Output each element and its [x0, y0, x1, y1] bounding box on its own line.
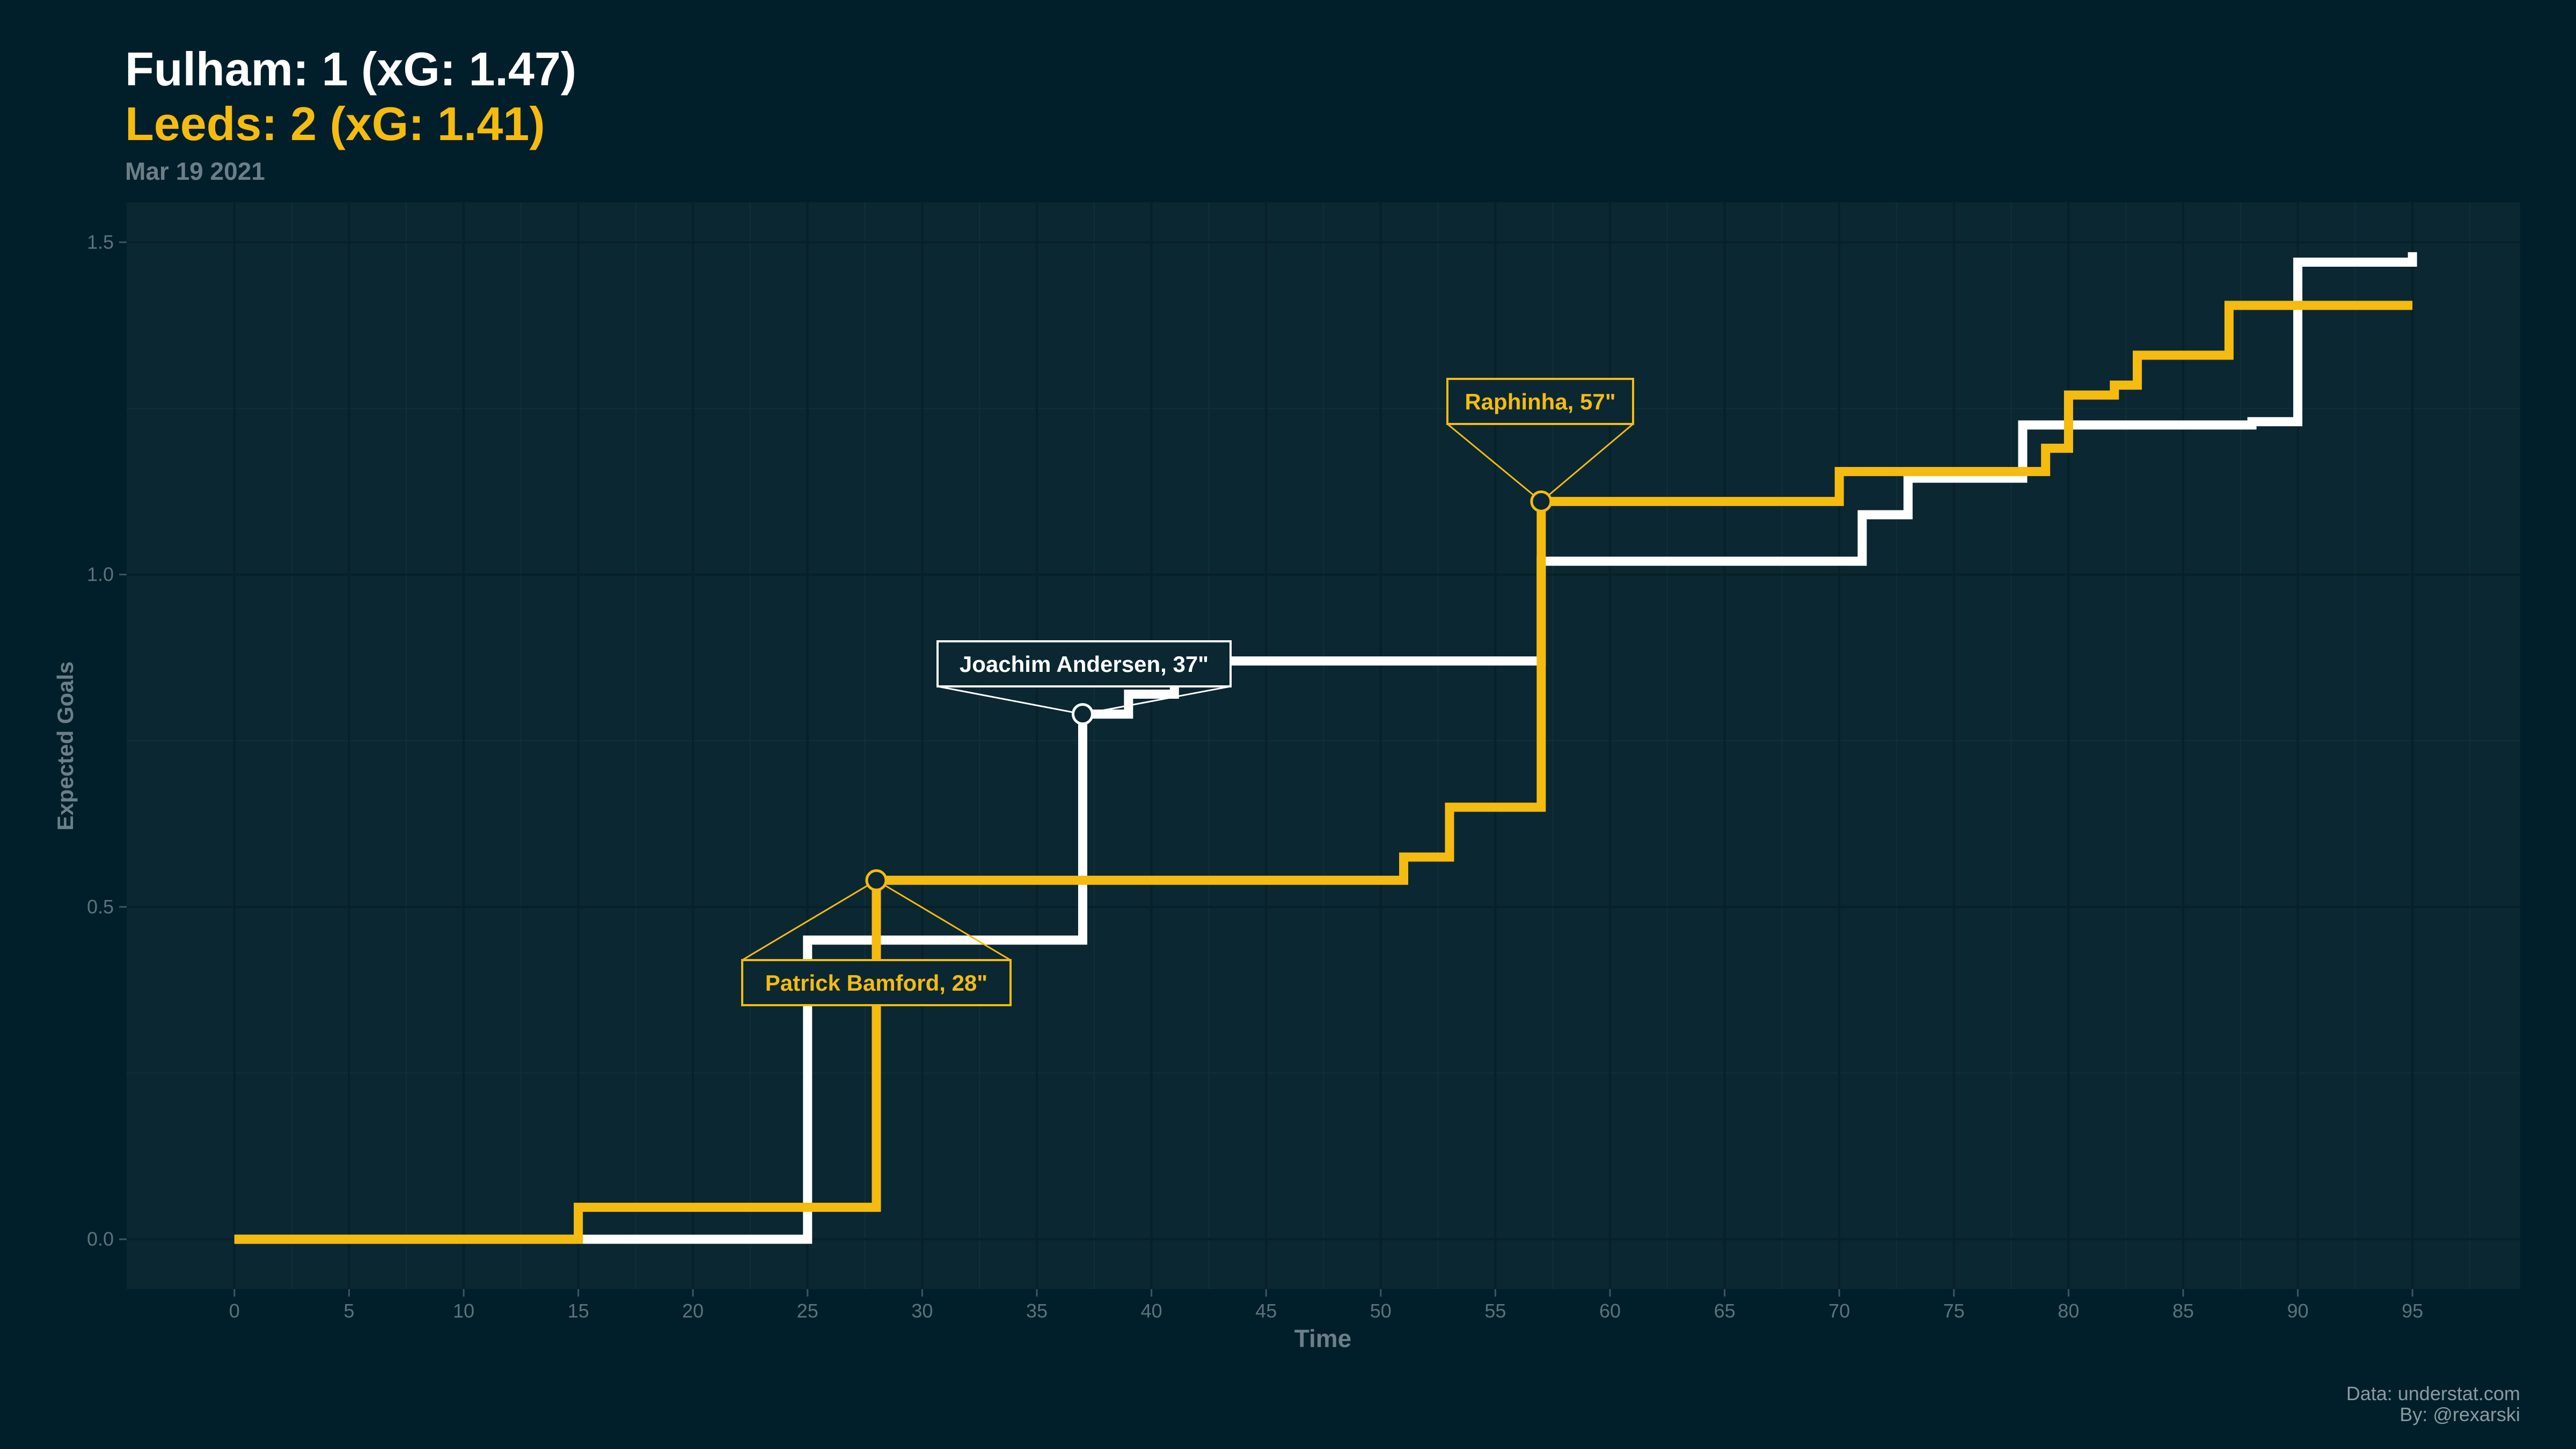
annotation-leader	[1540, 423, 1634, 502]
x-tick-label: 80	[2058, 1300, 2079, 1322]
grid-minor	[127, 202, 2520, 1289]
x-tick-label: 60	[1599, 1300, 1621, 1322]
y-axis-label: Expected Goals	[53, 661, 78, 830]
series-layer	[234, 252, 2417, 1244]
x-tick-label: 10	[453, 1300, 474, 1322]
x-tick-label: 75	[1943, 1300, 1965, 1322]
caption-data-source: Data: understat.com	[2346, 1382, 2520, 1404]
annotation-leader	[742, 880, 877, 961]
goal-marker	[865, 869, 888, 891]
x-tick-label: 95	[2402, 1300, 2423, 1322]
goal-annotation: Joachim Andersen, 37"	[936, 640, 1232, 726]
x-tick-label: 35	[1026, 1300, 1048, 1322]
x-tick-label: 40	[1141, 1300, 1162, 1322]
x-tick-label: 25	[797, 1300, 818, 1322]
annotation-label: Joachim Andersen, 37"	[960, 652, 1209, 677]
x-tick-label: 20	[682, 1300, 704, 1322]
annotation-leader	[1447, 423, 1542, 502]
annotation-box	[936, 640, 1232, 687]
y-axis-ticks: 0.0 0.5 1.0 1.5	[87, 231, 127, 1250]
annotation-label: Raphinha, 57"	[1465, 389, 1615, 414]
y-tick-label: 1.0	[87, 564, 114, 586]
x-tick-label: 30	[911, 1300, 933, 1322]
match-date: Mar 19 2021	[125, 157, 265, 185]
x-tick-label: 85	[2172, 1300, 2194, 1322]
x-tick-label: 50	[1370, 1300, 1392, 1322]
caption-author: By: @rexarski	[2399, 1403, 2520, 1425]
series-line-fulham	[234, 252, 2417, 1244]
goal-marker	[1071, 703, 1094, 726]
x-tick-label: 0	[229, 1300, 240, 1322]
y-tick-label: 1.5	[87, 231, 114, 253]
annotation-leader	[1082, 685, 1231, 715]
y-tick-label: 0.5	[87, 896, 114, 918]
x-axis-label: Time	[1294, 1324, 1352, 1352]
x-tick-label: 55	[1484, 1300, 1506, 1322]
title-fulham-score: Fulham: 1 (xG: 1.47)	[125, 42, 577, 96]
goal-marker	[1530, 490, 1553, 513]
x-axis-ticks: 0 5 10 15 20 25 30 35 40 45 50 55 60 65 70 75 80 85 90 95	[229, 1289, 2423, 1322]
annotation-box	[741, 959, 1012, 1006]
annotation-label: Patrick Bamford, 28"	[765, 970, 987, 996]
goal-annotation: Raphinha, 57"	[1446, 378, 1634, 513]
x-tick-label: 65	[1714, 1300, 1736, 1322]
title-leeds-score: Leeds: 2 (xG: 1.41)	[125, 97, 545, 150]
x-tick-label: 45	[1255, 1300, 1277, 1322]
x-tick-label: 90	[2287, 1300, 2309, 1322]
y-tick-label: 0.0	[87, 1228, 114, 1250]
annotation-box	[1446, 378, 1634, 425]
goal-annotation: Patrick Bamford, 28"	[741, 869, 1012, 1006]
annotation-leader	[876, 880, 1011, 961]
annotation-layer: Patrick Bamford, 28" Joachim Andersen, 37…	[741, 378, 1634, 1006]
x-tick-label: 70	[1828, 1300, 1850, 1322]
x-tick-label: 15	[568, 1300, 589, 1322]
x-tick-label: 5	[343, 1300, 354, 1322]
series-line-leeds	[234, 301, 2413, 1244]
annotation-leader	[937, 685, 1083, 715]
